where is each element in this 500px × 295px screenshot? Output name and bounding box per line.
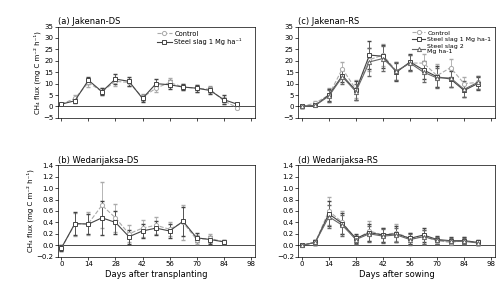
Text: (c) Jakenan-RS: (c) Jakenan-RS (298, 17, 359, 27)
X-axis label: Days after sowing: Days after sowing (358, 270, 434, 278)
X-axis label: Days after transplanting: Days after transplanting (105, 270, 208, 278)
Text: (a) Jakenan-DS: (a) Jakenan-DS (58, 17, 120, 27)
Y-axis label: CH₄ flux (mg C m⁻² h⁻¹): CH₄ flux (mg C m⁻² h⁻¹) (34, 31, 41, 114)
Text: (d) Wedarijaksa-RS: (d) Wedarijaksa-RS (298, 156, 378, 165)
Y-axis label: CH₄ flux (mg C m⁻² h⁻¹): CH₄ flux (mg C m⁻² h⁻¹) (26, 170, 34, 253)
Text: (b) Wedarijaksa-DS: (b) Wedarijaksa-DS (58, 156, 138, 165)
Legend: Control, Steel slag 1 Mg ha⁻¹: Control, Steel slag 1 Mg ha⁻¹ (156, 30, 242, 45)
Legend: Control, Steel slag 1 Mg ha-1, Steel slag 2
Mg ha-1: Control, Steel slag 1 Mg ha-1, Steel sla… (412, 30, 492, 55)
